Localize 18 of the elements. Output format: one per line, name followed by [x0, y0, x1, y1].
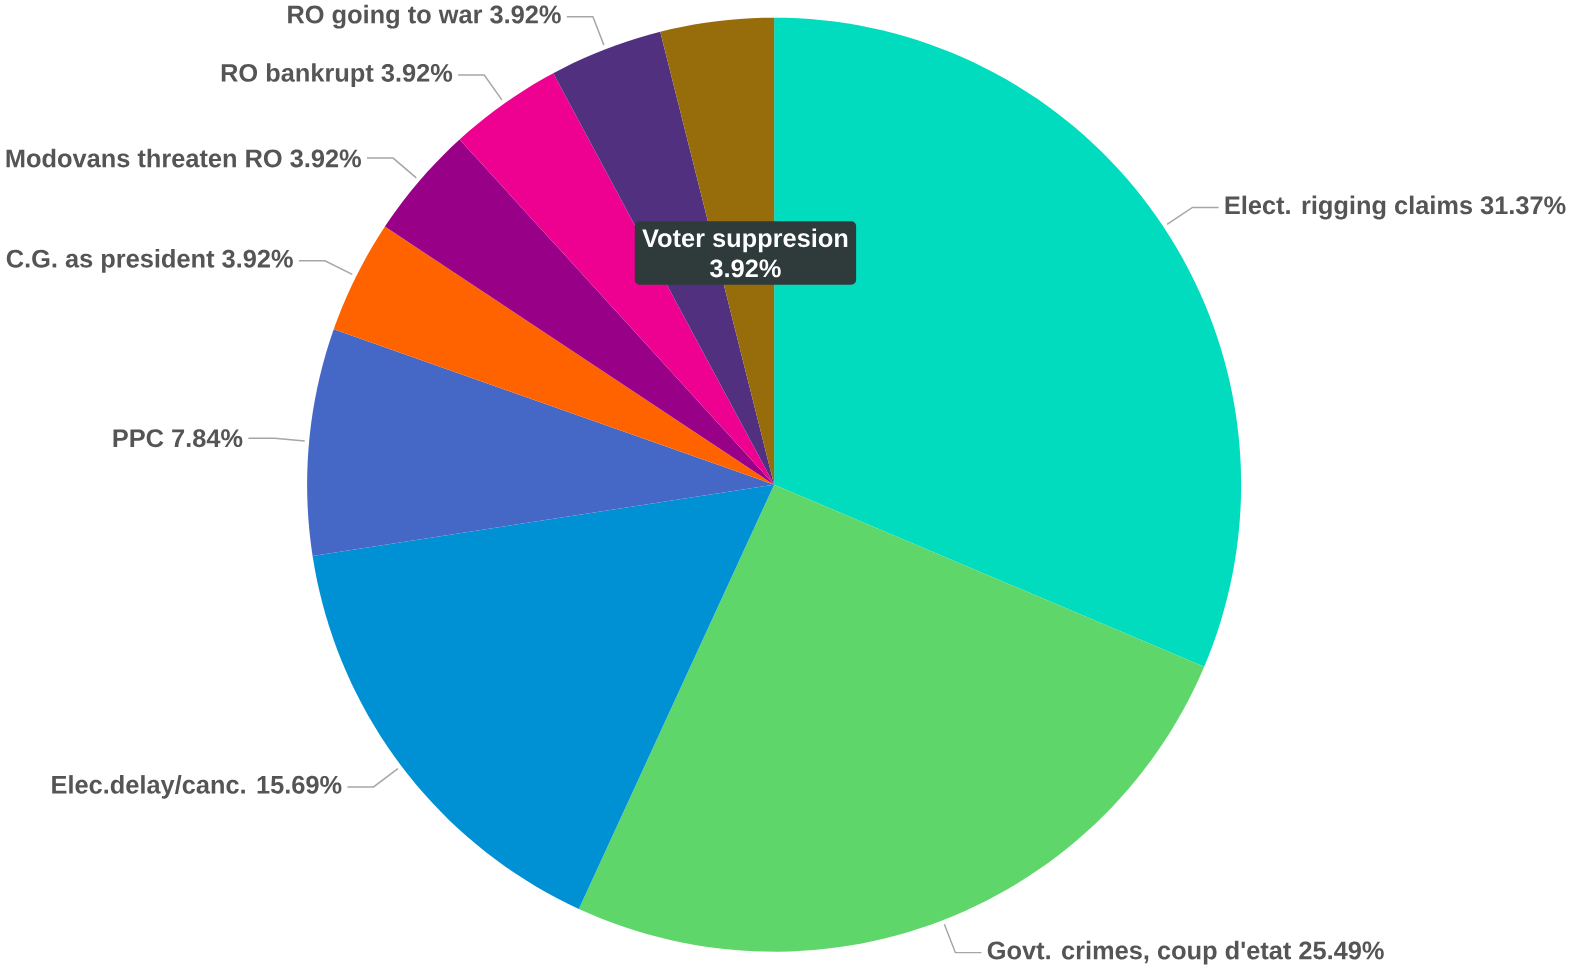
data-label: 25.49%	[1299, 941, 1384, 960]
data-label: 3.92%	[381, 63, 453, 82]
slice-label: RO going to war	[288, 4, 483, 29]
data-label: 3.92%	[222, 249, 293, 268]
data-label: 7.84%	[172, 429, 243, 448]
data-label: 3.92%	[490, 5, 561, 24]
data-label: 3.92%	[290, 149, 361, 168]
data-label: 15.69%	[257, 775, 342, 794]
slice-label: Modovans threaten RO	[6, 148, 282, 168]
slice-label: Elec.delay/canc.	[52, 774, 245, 799]
slice-label: Govt. crimes, coup d'etat	[987, 940, 1292, 965]
slice-label: C.G. as president	[6, 248, 215, 273]
data-label: 31.37%	[1480, 196, 1566, 215]
slice-label: RO bankrupt	[221, 63, 374, 87]
slice-label: Voter suppresion	[642, 228, 848, 253]
slice-label: Elect. rigging claims	[1225, 195, 1473, 220]
slice-label: PPC	[113, 429, 164, 448]
data-label: 3.92%	[710, 259, 781, 278]
